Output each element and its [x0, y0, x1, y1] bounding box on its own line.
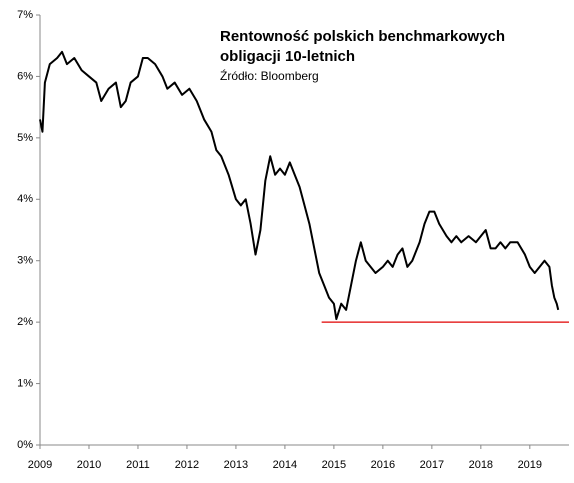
chart-title: obligacji 10-letnich [220, 48, 355, 65]
y-tick-label: 7% [17, 9, 33, 21]
y-tick-label: 1% [17, 377, 33, 389]
x-tick-label: 2018 [469, 459, 493, 471]
chart-subtitle: Źródło: Bloomberg [220, 68, 319, 83]
x-tick-label: 2009 [28, 459, 52, 471]
x-tick-label: 2016 [371, 459, 395, 471]
y-tick-label: 5% [17, 132, 33, 144]
line-series [39, 50, 560, 321]
y-tick-label: 3% [17, 255, 33, 267]
y-tick-label: 2% [17, 316, 33, 328]
x-tick-label: 2010 [77, 459, 101, 471]
x-tick-label: 2015 [322, 459, 346, 471]
x-tick-label: 2017 [420, 459, 444, 471]
y-tick-label: 4% [17, 193, 33, 205]
x-tick-label: 2019 [518, 459, 542, 471]
x-tick-label: 2012 [175, 459, 199, 471]
x-tick-label: 2011 [126, 459, 150, 471]
x-tick-label: 2013 [224, 459, 248, 471]
x-tick-label: 2014 [273, 459, 297, 471]
y-tick-label: 0% [17, 439, 33, 451]
y-tick-label: 6% [17, 70, 33, 82]
chart-title: Rentowność polskich benchmarkowych [220, 28, 505, 45]
